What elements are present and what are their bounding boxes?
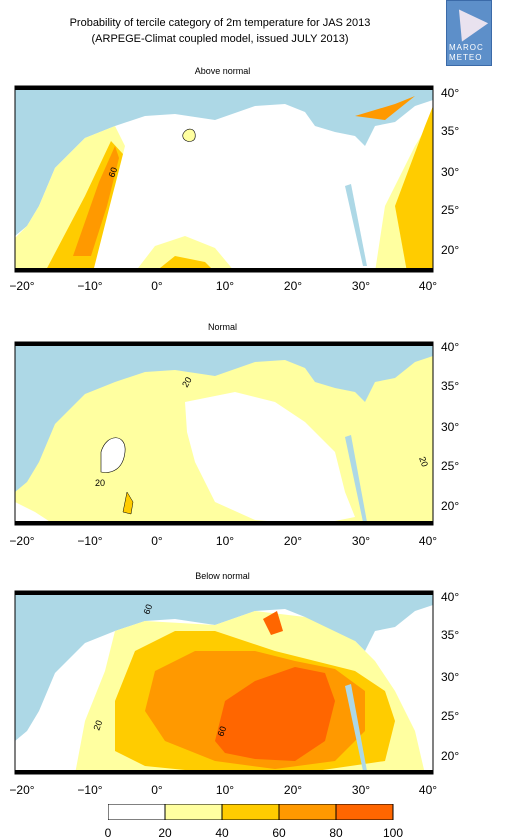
contour-label: 60 bbox=[141, 603, 154, 616]
legend-label: 20 bbox=[158, 826, 172, 840]
map-panel-below-normal: 60 20 60 bbox=[14, 590, 434, 775]
legend-bin-40-60 bbox=[221, 804, 280, 820]
contour-label: 60 bbox=[106, 166, 119, 179]
contour-label: 20 bbox=[180, 375, 194, 389]
map-panel-above-normal: 60 bbox=[14, 85, 434, 273]
legend-label: 40 bbox=[215, 826, 229, 840]
x-tick-label: 20° bbox=[283, 279, 303, 293]
y-tick-label: 40° bbox=[441, 340, 460, 354]
frame-top bbox=[15, 591, 433, 595]
map-frame bbox=[14, 85, 434, 273]
contour-label: 20 bbox=[95, 478, 105, 488]
legend-label: 0 bbox=[104, 826, 112, 840]
x-tick-label: 40° bbox=[418, 279, 438, 293]
x-tick-label: 30° bbox=[351, 534, 371, 548]
map-title: Probability of tercile category of 2m te… bbox=[69, 17, 371, 29]
frame-top bbox=[15, 342, 433, 346]
map-frame bbox=[14, 341, 434, 526]
x-tick-label: 10° bbox=[215, 783, 235, 797]
y-tick-label: 30° bbox=[441, 420, 460, 434]
contour-40-60-blob bbox=[122, 491, 134, 515]
contour-label: 20 bbox=[417, 455, 430, 468]
x-tick-label: −10° bbox=[77, 534, 103, 548]
x-tick-label: −10° bbox=[77, 783, 103, 797]
x-tick-label: 10° bbox=[215, 279, 235, 293]
y-tick-label: 35° bbox=[441, 628, 460, 642]
panel-title-above: Above normal bbox=[194, 66, 251, 76]
legend-bin-60-80 bbox=[278, 804, 337, 820]
legend-bin-80-100 bbox=[335, 804, 394, 820]
contour-20-40-south bbox=[135, 236, 235, 272]
color-legend bbox=[108, 804, 394, 820]
y-tick-label: 30° bbox=[441, 165, 460, 179]
map-frame bbox=[14, 590, 434, 775]
logo-text-line1: MAROC bbox=[449, 43, 484, 52]
frame-bottom bbox=[15, 521, 433, 525]
y-tick-label: 25° bbox=[441, 203, 460, 217]
x-tick-label: 40° bbox=[418, 783, 438, 797]
red-sea bbox=[345, 184, 367, 266]
x-tick-label: 30° bbox=[351, 783, 371, 797]
y-tick-label: 25° bbox=[441, 709, 460, 723]
contour-0-20-west bbox=[100, 437, 126, 473]
y-tick-label: 40° bbox=[441, 86, 460, 100]
x-tick-label: 0° bbox=[151, 279, 163, 293]
x-tick-label: −20° bbox=[9, 279, 35, 293]
x-tick-label: 10° bbox=[215, 534, 235, 548]
y-tick-label: 35° bbox=[441, 379, 460, 393]
x-tick-label: −20° bbox=[9, 534, 35, 548]
x-tick-label: 0° bbox=[151, 783, 163, 797]
y-tick-label: 20° bbox=[441, 243, 460, 257]
contour-label: 60 bbox=[215, 725, 228, 738]
legend-bin-20-40 bbox=[164, 804, 223, 820]
meteo-maroc-logo: MAROC METEO bbox=[446, 0, 492, 66]
x-tick-label: 40° bbox=[418, 534, 438, 548]
y-tick-label: 20° bbox=[441, 499, 460, 513]
legend-bin-0-20 bbox=[108, 804, 166, 820]
x-tick-label: 20° bbox=[283, 534, 303, 548]
contour-40-60-east bbox=[395, 106, 433, 272]
contour-label: 20 bbox=[91, 719, 104, 732]
x-tick-label: −10° bbox=[77, 279, 103, 293]
y-tick-label: 30° bbox=[441, 670, 460, 684]
panel-title-normal: Normal bbox=[207, 322, 237, 332]
legend-label: 60 bbox=[272, 826, 286, 840]
frame-bottom bbox=[15, 770, 433, 774]
contour-0-20-center bbox=[185, 392, 355, 525]
frame-top bbox=[15, 86, 433, 90]
contour-60-80-west bbox=[73, 146, 119, 256]
x-tick-label: 20° bbox=[283, 783, 303, 797]
y-tick-label: 35° bbox=[441, 124, 460, 138]
contour-80-100-italy bbox=[263, 611, 283, 635]
logo-text-line2: METEO bbox=[449, 53, 483, 62]
x-tick-label: 0° bbox=[151, 534, 163, 548]
y-tick-label: 40° bbox=[441, 590, 460, 604]
map-subtitle: (ARPEGE-Climat coupled model, issued JUL… bbox=[91, 33, 349, 45]
y-tick-label: 25° bbox=[441, 459, 460, 473]
x-tick-label: −20° bbox=[9, 783, 35, 797]
frame-bottom bbox=[15, 268, 433, 272]
contour-80-100 bbox=[215, 667, 335, 761]
x-tick-label: 30° bbox=[351, 279, 371, 293]
legend-label: 80 bbox=[329, 826, 343, 840]
panel-title-below: Below normal bbox=[195, 571, 250, 581]
map-panel-normal: 20 20 20 bbox=[14, 341, 434, 526]
contour-0-20-southwest bbox=[15, 502, 55, 525]
legend-label: 100 bbox=[382, 826, 404, 840]
y-tick-label: 20° bbox=[441, 749, 460, 763]
red-sea bbox=[345, 435, 367, 522]
contour-60-80-turkey bbox=[355, 96, 415, 120]
red-sea bbox=[345, 684, 367, 771]
contour-20-40-blob bbox=[182, 128, 196, 142]
